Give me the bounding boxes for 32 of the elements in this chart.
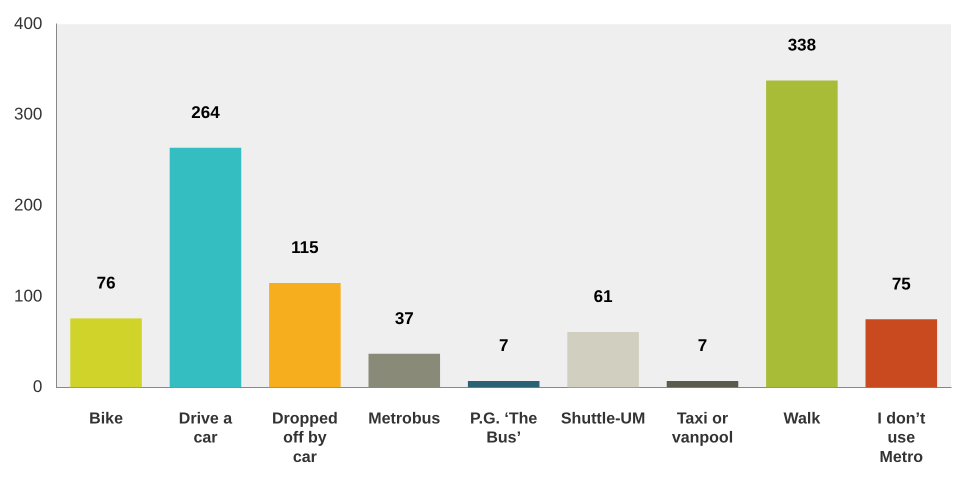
- data-label: 61: [594, 287, 613, 306]
- x-tick-label: Metrobus: [368, 410, 440, 428]
- bar: [567, 332, 639, 388]
- x-tick-label: Walk: [784, 410, 820, 428]
- bar: [269, 282, 341, 388]
- x-tick-label: I don’t use Metro: [877, 410, 926, 466]
- data-label: 264: [191, 102, 220, 122]
- y-tick-label: 100: [14, 286, 42, 306]
- x-tick-label: P.G. ‘The Bus’: [470, 410, 538, 447]
- bar: [368, 354, 440, 388]
- data-label: 7: [498, 336, 508, 356]
- y-tick-label: 400: [14, 14, 42, 33]
- bar: [170, 148, 242, 388]
- y-tick-label: 0: [32, 377, 42, 396]
- x-tick-label: Drive a car: [178, 410, 232, 447]
- bar: [70, 318, 142, 388]
- y-tick-label: 200: [14, 195, 42, 214]
- y-tick-label: 300: [14, 104, 42, 124]
- x-tick-label: Bike: [89, 410, 124, 428]
- data-label: 115: [291, 238, 319, 258]
- data-label: 75: [892, 274, 911, 294]
- bar: [468, 381, 540, 388]
- data-label: 7: [698, 336, 708, 356]
- bar: [666, 381, 738, 388]
- data-label: 37: [394, 308, 414, 328]
- x-tick-label: Dropped off by car: [272, 410, 338, 466]
- bar: [866, 319, 938, 388]
- bar: [766, 80, 838, 388]
- x-tick-label: Taxi or vanpool: [672, 410, 734, 447]
- x-tick-label: Shuttle-UM: [560, 410, 646, 428]
- data-label: 338: [788, 36, 816, 55]
- data-label: 76: [96, 274, 116, 293]
